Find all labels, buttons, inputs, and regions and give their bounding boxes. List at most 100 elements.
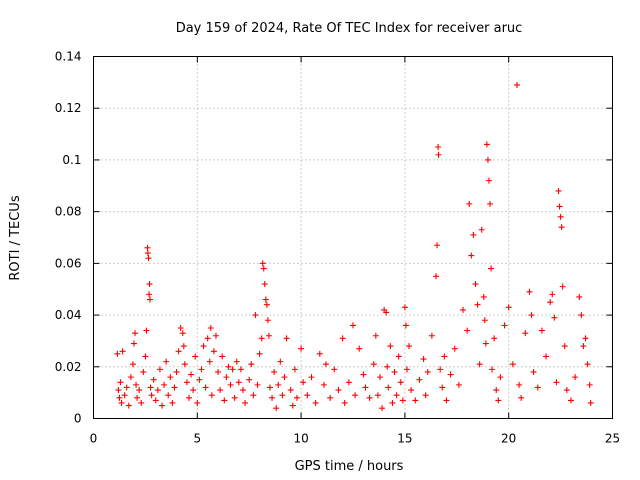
data-point xyxy=(271,368,278,375)
data-point xyxy=(196,376,203,383)
data-point xyxy=(298,345,305,352)
data-point xyxy=(553,379,560,386)
data-point xyxy=(518,394,525,401)
data-point xyxy=(402,322,409,329)
data-point xyxy=(264,317,271,324)
data-point xyxy=(488,265,495,272)
data-point xyxy=(399,397,406,404)
data-point xyxy=(393,392,400,399)
data-point xyxy=(173,368,180,375)
data-points xyxy=(114,81,594,412)
data-point xyxy=(217,387,224,394)
data-point xyxy=(580,343,587,350)
data-point xyxy=(497,374,504,381)
data-point xyxy=(287,387,294,394)
data-point xyxy=(180,343,187,350)
data-point xyxy=(487,200,494,207)
data-point xyxy=(572,374,579,381)
data-point xyxy=(391,368,398,375)
data-point xyxy=(171,384,178,391)
data-point xyxy=(384,363,391,370)
data-point xyxy=(136,387,143,394)
plot-frame xyxy=(93,56,613,419)
data-point xyxy=(123,384,130,391)
data-point xyxy=(489,366,496,373)
data-point xyxy=(118,399,125,406)
data-point xyxy=(252,312,259,319)
data-point xyxy=(576,293,583,300)
data-point xyxy=(177,325,184,331)
data-point xyxy=(443,397,450,404)
data-point xyxy=(416,376,423,383)
data-point xyxy=(331,366,338,373)
data-point xyxy=(212,332,219,339)
data-point xyxy=(485,177,492,184)
data-point xyxy=(165,392,172,399)
axis-ticks: 0 5 10 15 20 25 0 0.02 0.04 0.06 0.08 0.1 0.12 0.14 xyxy=(55,50,620,446)
data-point xyxy=(181,361,188,368)
data-point xyxy=(277,358,284,365)
data-point xyxy=(433,273,440,280)
data-point xyxy=(312,399,319,406)
data-point xyxy=(206,358,213,365)
data-point xyxy=(387,343,394,350)
x-tick-label: 10 xyxy=(293,432,308,446)
data-point xyxy=(495,397,502,404)
data-point xyxy=(451,345,458,352)
x-tick-label: 20 xyxy=(501,432,516,446)
data-point xyxy=(183,379,190,386)
data-point xyxy=(121,392,128,399)
data-point xyxy=(254,381,261,388)
data-point xyxy=(441,353,448,360)
data-point xyxy=(152,397,159,404)
data-point xyxy=(472,281,479,288)
data-point xyxy=(266,384,273,391)
data-point xyxy=(526,288,533,295)
data-point xyxy=(557,213,564,220)
data-point xyxy=(192,353,199,360)
data-point xyxy=(556,203,563,210)
data-point xyxy=(194,399,201,406)
data-point xyxy=(320,381,327,388)
data-point xyxy=(215,368,222,375)
data-point xyxy=(265,332,272,339)
data-point xyxy=(582,335,589,342)
data-point xyxy=(350,322,356,329)
data-point xyxy=(352,392,359,399)
data-point xyxy=(263,301,270,308)
data-point xyxy=(148,392,155,399)
data-point xyxy=(491,335,498,342)
data-point xyxy=(235,379,242,386)
y-tick-label: 0.02 xyxy=(55,360,82,374)
data-point xyxy=(474,301,481,308)
data-point xyxy=(147,384,154,391)
x-tick-label: 5 xyxy=(193,432,201,446)
data-point xyxy=(161,381,168,388)
data-point xyxy=(208,392,215,399)
data-point xyxy=(163,358,170,365)
data-point xyxy=(460,306,467,313)
y-tick-label: 0.08 xyxy=(55,205,82,219)
data-point xyxy=(439,384,446,391)
data-point xyxy=(586,381,593,388)
data-point xyxy=(341,399,348,406)
data-point xyxy=(435,151,442,158)
data-point xyxy=(279,392,286,399)
data-point xyxy=(406,343,413,350)
data-point xyxy=(424,368,431,375)
data-point xyxy=(207,325,214,331)
x-tick-label: 15 xyxy=(397,432,412,446)
data-point xyxy=(522,330,529,337)
data-point xyxy=(558,224,565,231)
data-point xyxy=(339,335,346,342)
data-point xyxy=(146,296,153,303)
data-point xyxy=(447,371,454,378)
data-point xyxy=(198,366,205,373)
data-point xyxy=(146,291,153,298)
data-point xyxy=(435,144,442,150)
data-point xyxy=(549,291,556,298)
data-point xyxy=(482,340,489,347)
data-point xyxy=(204,335,211,342)
data-point xyxy=(300,379,307,386)
data-point xyxy=(237,366,244,373)
